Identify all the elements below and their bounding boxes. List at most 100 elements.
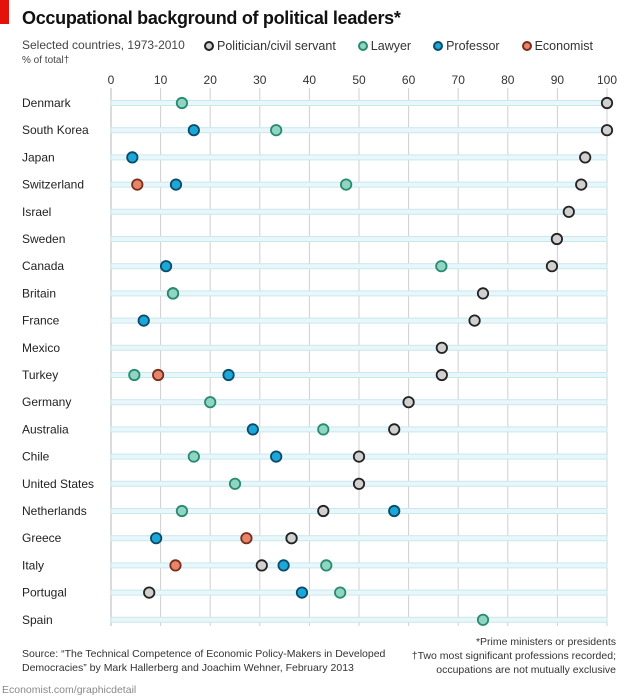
x-tick-label: 50 [352, 73, 366, 87]
legend-item-professor: Professor [433, 39, 500, 53]
data-point-professor [187, 124, 200, 137]
row-line [110, 208, 608, 215]
data-point-politician [352, 450, 366, 463]
data-point-politician [285, 532, 298, 545]
country-label: Sweden [22, 232, 65, 246]
legend-swatch-professor [433, 41, 444, 51]
country-label: Netherlands [22, 504, 87, 518]
data-point-lawyer [175, 504, 189, 518]
country-label: Israel [22, 205, 51, 219]
data-point-professor [169, 178, 183, 191]
data-point-lawyer [187, 450, 200, 463]
x-tick-label: 70 [452, 73, 466, 87]
country-label: Mexico [22, 341, 60, 355]
data-point-lawyer [175, 96, 189, 110]
country-label: Germany [22, 395, 71, 409]
source-line: Source: “The Technical Competence of Eco… [22, 648, 386, 660]
data-point-politician [468, 314, 481, 327]
row-line [110, 399, 608, 406]
data-point-lawyer [340, 178, 353, 191]
x-tick-label: 10 [154, 73, 168, 87]
data-point-professor [388, 504, 401, 518]
legend-item-lawyer: Lawyer [357, 39, 412, 53]
row-line [110, 290, 608, 297]
data-point-professor [246, 423, 259, 436]
data-point-professor [277, 559, 290, 572]
data-point-politician [600, 124, 614, 137]
legend-item-economist: Economist [521, 39, 593, 53]
row-line [110, 127, 608, 134]
footnotes: *Prime ministers or presidents †Two most… [412, 635, 616, 677]
country-label: Switzerland [22, 178, 84, 192]
data-point-economist [152, 368, 165, 382]
country-label: Spain [22, 613, 53, 627]
row-line [110, 562, 608, 569]
source-line: Democracies” by Mark Hallerberg and Joac… [22, 662, 354, 674]
footnote: occupations are not mutually exclusive [436, 664, 616, 676]
legend-swatch-politician [204, 41, 214, 51]
legend-label: Professor [446, 39, 500, 53]
data-point-lawyer [270, 124, 283, 137]
economist-red-tab [0, 0, 9, 24]
data-point-economist [169, 559, 182, 572]
data-point-politician [143, 586, 156, 599]
legend-swatch-lawyer [357, 41, 368, 51]
data-point-politician [317, 504, 330, 518]
country-label: Turkey [22, 368, 58, 382]
data-point-politician [550, 232, 564, 246]
data-point-professor [150, 532, 163, 545]
row-line [110, 181, 608, 188]
data-point-politician [545, 260, 559, 273]
footnote: *Prime ministers or presidents [475, 636, 616, 648]
row-line [110, 616, 608, 623]
row-line [110, 263, 608, 270]
country-label: Canada [22, 259, 64, 273]
country-label: France [22, 314, 60, 328]
country-label: Britain [22, 286, 56, 300]
legend: Politician/civil servant Lawyer Professo… [204, 39, 593, 53]
row-line [110, 535, 608, 542]
legend-swatch-economist [521, 41, 532, 51]
chart-title: Occupational background of political lea… [22, 8, 401, 28]
country-label: Portugal [22, 586, 67, 600]
x-tick-label: 0 [108, 73, 115, 87]
data-point-professor [126, 151, 139, 164]
legend-item-politician: Politician/civil servant [204, 39, 336, 53]
x-tick-label: 60 [402, 73, 416, 87]
country-label: Italy [22, 558, 44, 572]
data-point-professor [222, 368, 235, 382]
data-point-politician [575, 178, 588, 191]
x-tick-label: 80 [501, 73, 515, 87]
data-point-lawyer [166, 287, 180, 300]
country-label: Greece [22, 531, 62, 545]
source-note: Source: “The Technical Competence of Eco… [22, 647, 385, 675]
data-point-professor [295, 586, 309, 599]
x-tick-label: 40 [303, 73, 317, 87]
data-point-lawyer [128, 368, 141, 382]
data-point-lawyer [320, 559, 333, 572]
row-line [110, 508, 608, 514]
credit-link[interactable]: Economist.com/graphicdetail [2, 684, 137, 696]
country-label: Japan [22, 150, 55, 164]
data-point-professor [270, 450, 283, 463]
data-point-politician [255, 559, 268, 572]
data-point-economist [131, 178, 144, 191]
legend-label: Economist [534, 39, 593, 53]
data-point-politician [402, 396, 415, 409]
row-line [110, 344, 608, 351]
data-point-politician [435, 341, 448, 354]
x-tick-label: 90 [551, 73, 565, 87]
unit-label: % of total† [22, 55, 70, 66]
row-line [110, 426, 608, 433]
data-point-economist [240, 532, 253, 545]
data-point-lawyer [476, 613, 490, 626]
chart-subtitle: Selected countries, 1973-2010 [22, 38, 185, 52]
data-point-politician [600, 96, 614, 110]
footnote: †Two most significant professions record… [411, 650, 616, 662]
x-tick-label: 20 [204, 73, 218, 87]
data-point-lawyer [204, 396, 217, 409]
legend-label: Lawyer [370, 39, 412, 53]
data-point-lawyer [435, 260, 448, 273]
data-point-politician [579, 151, 592, 164]
